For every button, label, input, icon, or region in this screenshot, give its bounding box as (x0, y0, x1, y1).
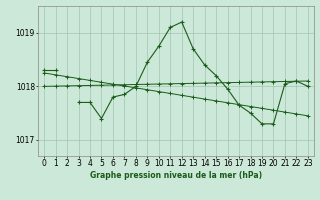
X-axis label: Graphe pression niveau de la mer (hPa): Graphe pression niveau de la mer (hPa) (90, 171, 262, 180)
